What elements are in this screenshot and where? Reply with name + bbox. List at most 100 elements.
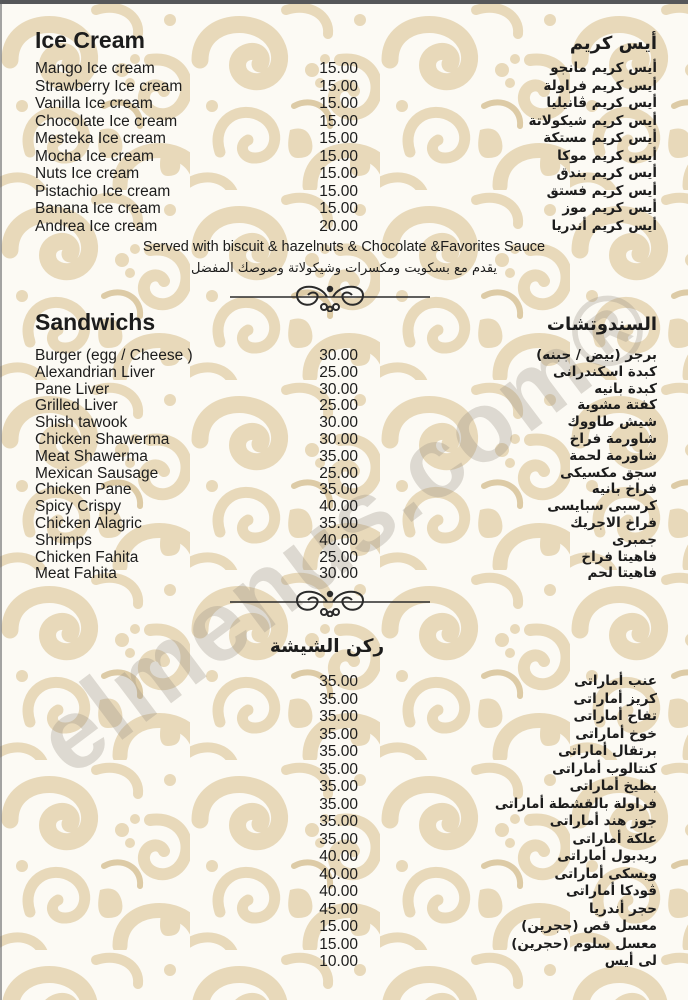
item-name-en: Strawberry Ice cream bbox=[35, 77, 183, 95]
item-price: 25.00 bbox=[319, 397, 358, 415]
item-name-ar: برتقال أماراتى bbox=[558, 743, 657, 759]
divider-flourish-icon bbox=[230, 282, 430, 313]
item-price: 15.00 bbox=[319, 130, 358, 147]
item-name-ar: كبدة بانيه bbox=[594, 380, 657, 397]
item-name-ar: بطيخ أماراتى bbox=[569, 778, 657, 794]
item-price: 35.00 bbox=[319, 760, 358, 778]
menu-item-row: Mocha Ice cream 15.00 أيس كريم موكا bbox=[0, 148, 688, 166]
item-name-ar: كنتالوب أماراتى bbox=[552, 760, 657, 777]
item-name-en: Meat Shawerma bbox=[35, 447, 148, 465]
item-price: 35.00 bbox=[319, 708, 358, 725]
menu-item-row: 40.00 ڤودكا أماراتى bbox=[0, 883, 688, 901]
menu-item-row: 35.00 تفاح أماراتى bbox=[0, 708, 688, 726]
menu-item-row: Spicy Crispy 40.00 كرسبى سبايسى bbox=[0, 498, 688, 515]
menu-item-row: 15.00 معسل سلوم (حجرين) bbox=[0, 936, 688, 954]
menu-item-row: Mango Ice cream 15.00 أيس كريم مانجو bbox=[0, 60, 688, 78]
item-price: 35.00 bbox=[319, 673, 358, 690]
item-name-ar: أيس كريم فراولة bbox=[543, 77, 657, 94]
item-name-en: Chicken Alagric bbox=[35, 514, 142, 532]
item-price: 15.00 bbox=[319, 60, 358, 77]
item-name-ar: سجق مكسيكى bbox=[560, 464, 657, 481]
menu-item-row: Alexandrian Liver 25.00 كبدة اسكندرانى bbox=[0, 364, 688, 381]
menu-item-row: Burger (egg / Cheese ) 30.00 برجر (بيض /… bbox=[0, 347, 688, 364]
item-price: 40.00 bbox=[319, 531, 358, 549]
menu-item-row: 35.00 فراولة بالقشطة أماراتى bbox=[0, 796, 688, 814]
menu-item-row: Meat Fahita 30.00 فاهيتا لحم bbox=[0, 565, 688, 582]
item-price: 35.00 bbox=[319, 830, 358, 848]
item-price: 40.00 bbox=[319, 865, 358, 883]
menu-item-row: Chicken Fahita 25.00 فاهيتا فراخ bbox=[0, 549, 688, 566]
serving-note-en: Served with biscuit & hazelnuts & Chocol… bbox=[142, 239, 546, 255]
section-title-shisha-ar: ركن الشيشة bbox=[269, 636, 385, 657]
item-name-ar: ڤودكا أماراتى bbox=[565, 883, 657, 899]
item-name-en: Burger (egg / Cheese ) bbox=[35, 347, 193, 364]
menu-item-row: 35.00 بطيخ أماراتى bbox=[0, 778, 688, 796]
menu-item-row: 35.00 كنتالوب أماراتى bbox=[0, 761, 688, 779]
item-price: 15.00 bbox=[319, 147, 358, 165]
item-price: 45.00 bbox=[319, 900, 358, 918]
menu-item-row: Chicken Shawerma 30.00 شاورمة فراخ bbox=[0, 431, 688, 448]
menu-item-row: Nuts Ice cream 15.00 أيس كريم بندق bbox=[0, 165, 688, 183]
item-name-en: Pane Liver bbox=[35, 380, 110, 398]
item-price: 15.00 bbox=[319, 95, 358, 112]
item-name-ar: ريدبول أماراتى bbox=[557, 848, 657, 864]
menu-item-row: Chocolate Ice cream 15.00 أيس كريم شيكول… bbox=[0, 113, 688, 131]
item-price: 15.00 bbox=[319, 112, 358, 130]
item-price: 40.00 bbox=[319, 848, 358, 865]
item-price: 40.00 bbox=[319, 498, 358, 516]
item-name-ar: فراخ الاجريك bbox=[570, 514, 657, 531]
item-name-ar: فراخ بانيه bbox=[591, 481, 657, 498]
item-name-en: Pistachio Ice cream bbox=[35, 182, 171, 200]
menu-item-row: Pistachio Ice cream 15.00 أيس كريم فستق bbox=[0, 183, 688, 201]
item-price: 25.00 bbox=[319, 548, 358, 566]
item-name-en: Shrimps bbox=[35, 531, 92, 549]
item-price: 30.00 bbox=[319, 565, 358, 583]
item-name-ar: تفاح أماراتى bbox=[573, 708, 657, 724]
item-price: 30.00 bbox=[319, 380, 358, 398]
item-price: 35.00 bbox=[319, 690, 358, 708]
item-name-ar: جوز هند أماراتى bbox=[549, 813, 657, 829]
item-price: 15.00 bbox=[319, 77, 358, 95]
menu-item-row: 35.00 عنب أماراتى bbox=[0, 673, 688, 691]
scan-top-edge bbox=[0, 0, 688, 4]
item-price: 15.00 bbox=[319, 200, 358, 217]
menu-item-row: Vanilla Ice cream 15.00 أيس كريم ڤانيليا bbox=[0, 95, 688, 113]
item-name-ar: برجر (بيض / جبنه) bbox=[536, 347, 657, 363]
shisha-items: 35.00 عنب أماراتى 35.00 كريز أماراتى 35.… bbox=[0, 673, 688, 971]
item-name-ar: كرسبى سبايسى bbox=[547, 498, 657, 515]
item-name-en: Spicy Crispy bbox=[35, 498, 122, 516]
menu-item-row: Meat Shawerma 35.00 شاورمة لحمة bbox=[0, 448, 688, 465]
item-name-ar: كبدة اسكندرانى bbox=[552, 363, 657, 380]
menu-item-row: Mesteka Ice cream 15.00 أيس كريم مستكة bbox=[0, 130, 688, 148]
menu-item-row: 40.00 ويسكى أماراتى bbox=[0, 866, 688, 884]
sandwich-items: Burger (egg / Cheese ) 30.00 برجر (بيض /… bbox=[0, 347, 688, 582]
item-price: 10.00 bbox=[319, 953, 358, 970]
item-name-ar: أيس كريم فستق bbox=[546, 182, 657, 199]
item-name-en: Chicken Shawerma bbox=[35, 430, 170, 448]
section-title-ice-cream-ar: أيس كريم bbox=[569, 33, 657, 54]
menu-item-row: 15.00 معسل قص (حجرين) bbox=[0, 918, 688, 936]
menu-item-row: Pane Liver 30.00 كبدة بانيه bbox=[0, 381, 688, 398]
menu-item-row: Grilled Liver 25.00 كفتة مشوية bbox=[0, 397, 688, 414]
item-name-ar: شاورمة فراخ bbox=[569, 430, 657, 447]
menu-item-row: 35.00 برتقال أماراتى bbox=[0, 743, 688, 761]
item-name-ar: حجر أندريا bbox=[589, 900, 657, 917]
item-price: 35.00 bbox=[319, 481, 358, 499]
menu-item-row: 10.00 لى أيس bbox=[0, 953, 688, 971]
item-price: 35.00 bbox=[319, 743, 358, 760]
item-name-en: Banana Ice cream bbox=[35, 200, 161, 217]
item-name-ar: ويسكى أماراتى bbox=[554, 865, 657, 882]
menu-item-row: 35.00 علكة أماراتى bbox=[0, 831, 688, 849]
item-price: 15.00 bbox=[319, 165, 358, 182]
divider-flourish-icon bbox=[230, 587, 430, 618]
item-name-en: Alexandrian Liver bbox=[35, 363, 155, 381]
item-price: 30.00 bbox=[319, 347, 358, 364]
item-price: 35.00 bbox=[319, 778, 358, 795]
item-price: 20.00 bbox=[319, 217, 358, 235]
menu-item-row: 45.00 حجر أندريا bbox=[0, 901, 688, 919]
item-name-ar: معسل قص (حجرين) bbox=[521, 918, 657, 934]
item-name-ar: كفتة مشوية bbox=[577, 397, 657, 414]
item-name-ar: أيس كريم موز bbox=[562, 200, 657, 216]
item-name-ar: أيس كريم ڤانيليا bbox=[546, 95, 657, 111]
section-title-sandwichs-ar: السندوتشات bbox=[546, 314, 657, 335]
